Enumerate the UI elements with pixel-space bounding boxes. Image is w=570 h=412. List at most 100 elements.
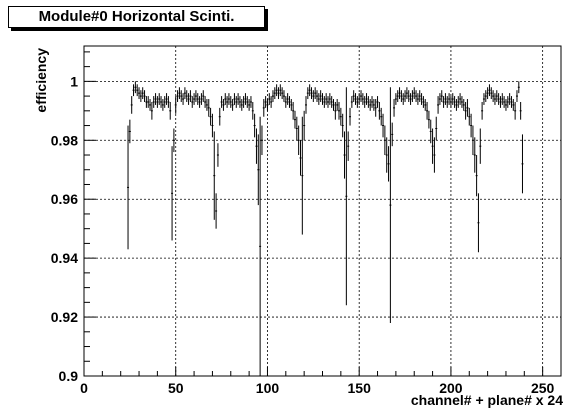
data-point [229,96,232,108]
data-point [246,96,249,108]
data-point [160,96,163,108]
data-point [259,116,262,376]
data-points [127,81,524,376]
data-point [158,93,161,105]
data-point [328,93,331,105]
data-point [314,87,317,100]
data-point [466,99,469,117]
data-point [479,128,482,164]
data-point [238,96,241,108]
data-point [277,87,280,100]
data-point [161,99,164,111]
data-point [424,99,427,111]
data-point [514,101,517,120]
data-point [347,131,350,161]
data-point [220,96,223,108]
y-tick-label: 0.98 [51,132,78,148]
x-tick-label: 50 [168,380,184,396]
data-point [310,87,313,100]
data-point [165,93,168,105]
data-point [451,93,454,105]
data-point [171,146,174,241]
y-tick-label: 0.96 [51,191,78,207]
data-point [517,81,520,94]
data-point [365,93,368,105]
data-point [253,113,256,138]
data-point [134,81,137,94]
data-point [504,99,507,111]
data-point [486,87,489,100]
data-point [207,99,210,117]
x-tick-label: 200 [439,380,463,396]
data-point [374,99,377,117]
data-point [413,87,416,100]
x-tick-label: 150 [348,380,372,396]
data-point [211,113,214,138]
data-point [495,90,498,102]
data-point [338,101,341,120]
data-point [358,93,361,105]
data-point [437,96,440,114]
data-point [371,96,374,108]
data-point [426,101,429,120]
data-point [464,101,467,120]
data-point [130,96,133,114]
data-point [152,96,155,108]
data-point [510,96,513,108]
data-point [339,107,342,126]
data-point [319,90,322,102]
data-point [185,90,188,102]
data-point [242,96,245,108]
data-point [180,90,183,102]
data-point [360,90,363,102]
data-point [136,84,139,97]
data-point [147,96,150,108]
data-point [281,87,284,100]
data-point [446,96,449,108]
data-point [457,96,460,108]
data-point [266,99,269,111]
data-point [405,87,408,100]
data-point [244,93,247,105]
data-point [391,122,394,147]
data-point [404,90,407,102]
data-point [282,90,285,102]
data-point [418,90,421,102]
data-point [493,93,496,105]
data-point [444,93,447,105]
y-tick-label: 1 [70,73,78,89]
data-point [299,140,302,176]
data-point [200,93,203,105]
data-point [508,93,511,105]
data-point [422,96,425,108]
data-point [286,93,289,105]
data-point [482,93,485,105]
data-point [431,128,434,164]
data-point [481,101,484,120]
data-point [383,125,386,156]
data-point [284,96,287,108]
data-point [191,96,194,108]
data-point [369,99,372,111]
data-point [292,101,295,120]
data-point [156,96,159,108]
data-point [216,143,219,167]
data-point [433,137,436,173]
data-point [488,84,491,97]
data-point [400,90,403,102]
data-point [139,90,142,102]
data-point [393,99,396,117]
data-point [367,96,370,108]
data-point [268,93,271,105]
data-point [193,93,196,105]
data-point [227,93,230,105]
data-point [275,84,278,97]
data-point [288,96,291,108]
data-point [213,131,216,220]
data-point [271,90,274,102]
data-point [435,116,438,141]
data-point [499,96,502,108]
y-tick-label: 0.94 [51,250,78,266]
data-point [141,87,144,100]
data-point [503,96,506,108]
